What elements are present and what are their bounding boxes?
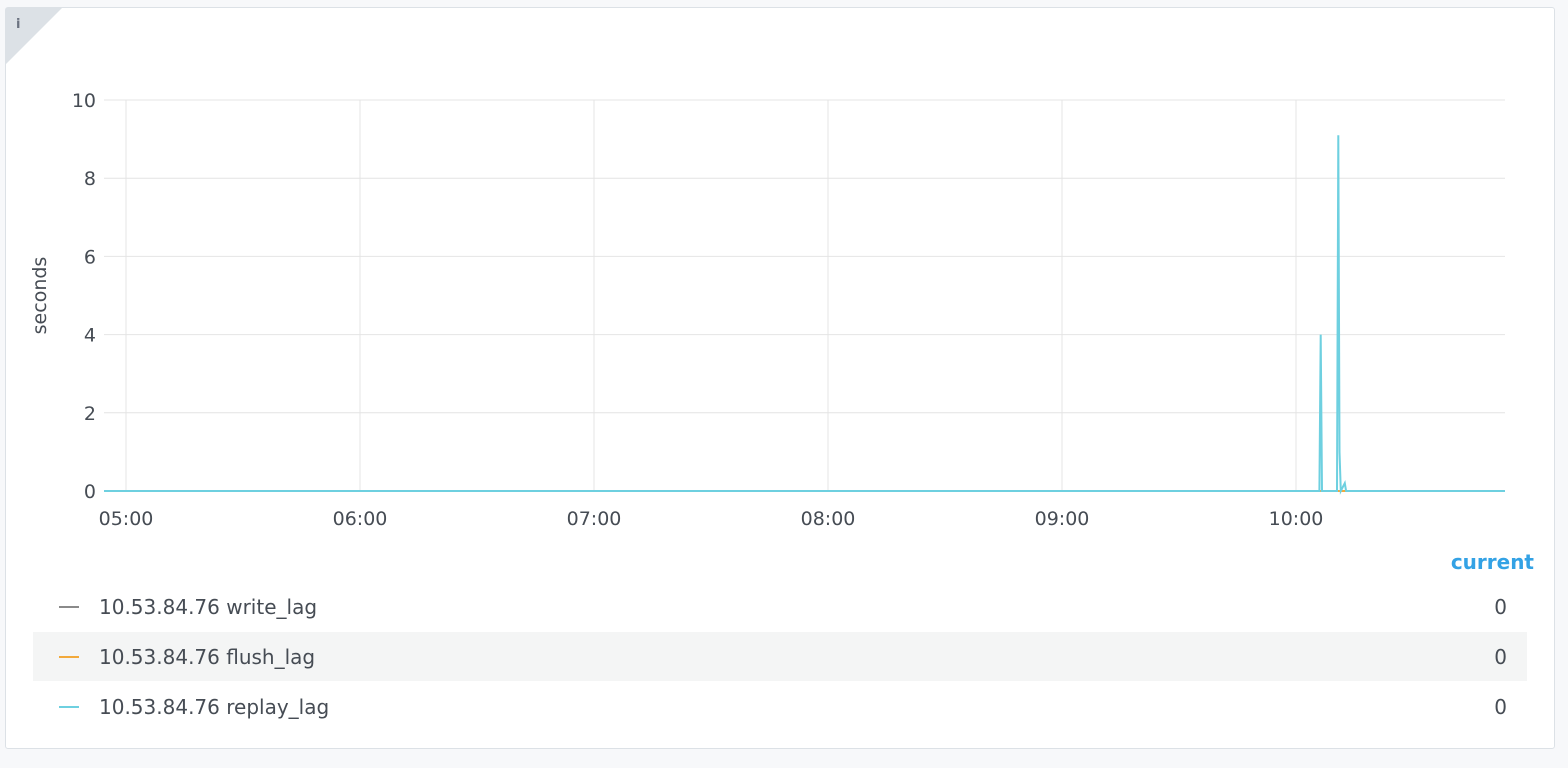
- panel-info-corner[interactable]: [6, 8, 62, 64]
- legend-current-value: 0: [1494, 644, 1507, 669]
- line-chart: 0 2 4 6 8 10 05:00 06:00 07:00 08:00 09:00 10:00 sec…: [29, 90, 1505, 530]
- legend-swatch-icon: [59, 655, 79, 658]
- x-tick-label: 09:00: [1035, 508, 1090, 530]
- legend-swatch-icon: [59, 605, 79, 608]
- info-icon[interactable]: i: [16, 17, 21, 32]
- y-axis-label: seconds: [29, 257, 51, 335]
- legend-item[interactable]: 10.53.84.76 flush_lag 0: [33, 632, 1527, 681]
- legend-series-name[interactable]: 10.53.84.76 replay_lag: [99, 694, 330, 719]
- legend-item[interactable]: 10.53.84.76 replay_lag 0: [33, 682, 1527, 731]
- chart-panel: i 0 2 4 6 8 10 05:00 06:00 07:00 08:00 09:00 10:00 s…: [5, 7, 1555, 749]
- legend-series-name[interactable]: 10.53.84.76 flush_lag: [99, 644, 316, 669]
- x-tick-label: 08:00: [801, 508, 856, 530]
- legend-series-name[interactable]: 10.53.84.76 write_lag: [99, 594, 318, 619]
- legend-item[interactable]: 10.53.84.76 write_lag 0: [33, 582, 1527, 631]
- y-tick-label: 2: [84, 403, 96, 425]
- y-tick-label: 6: [84, 246, 96, 268]
- x-tick-label: 07:00: [567, 508, 622, 530]
- x-tick-label: 10:00: [1269, 508, 1324, 530]
- y-tick-label: 4: [84, 325, 96, 347]
- legend-current-value: 0: [1494, 594, 1507, 619]
- legend-current-value: 0: [1494, 694, 1507, 719]
- x-tick-label: 06:00: [333, 508, 388, 530]
- x-tick-label: 05:00: [99, 508, 154, 530]
- legend-current-header[interactable]: current: [1450, 550, 1534, 574]
- y-tick-label: 0: [84, 481, 96, 503]
- y-tick-label: 8: [84, 168, 96, 190]
- legend-swatch-icon: [59, 705, 79, 708]
- y-tick-label: 10: [72, 90, 96, 112]
- series-line-replay-lag: [104, 135, 1505, 495]
